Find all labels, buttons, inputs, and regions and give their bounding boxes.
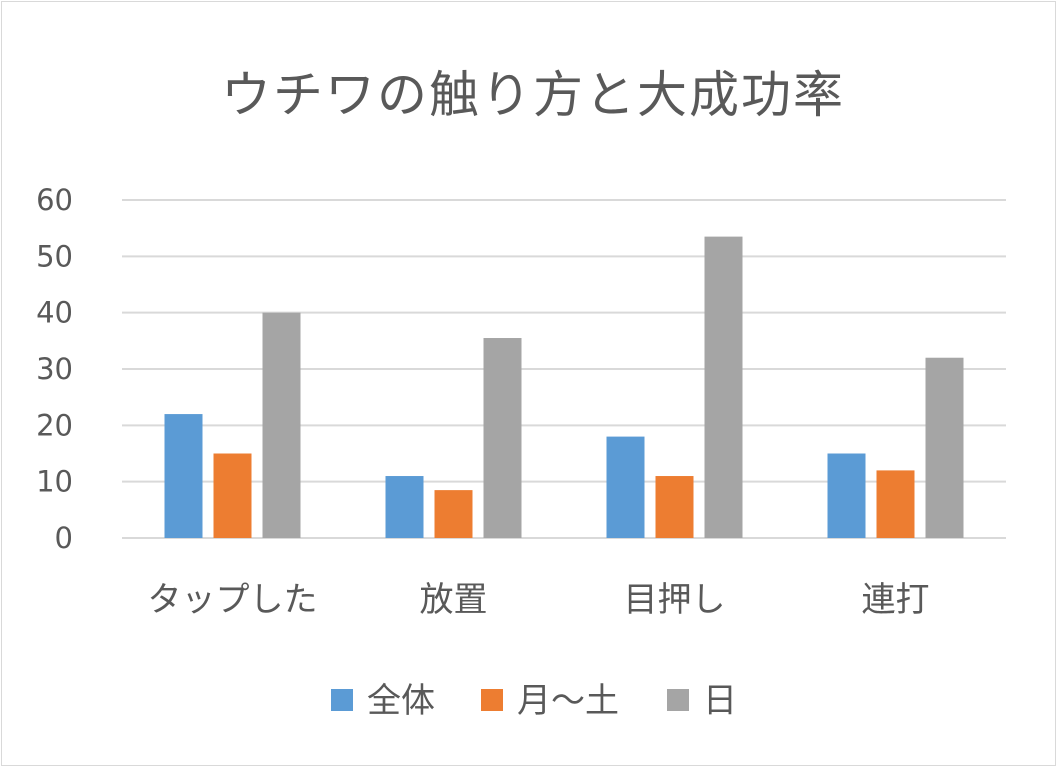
legend-label: 月〜土 xyxy=(517,681,619,721)
y-tick-label: 60 xyxy=(36,183,73,217)
bar-日-放置 xyxy=(483,338,522,538)
bar-全体-放置 xyxy=(385,476,424,538)
y-axis-ticks: 0 10 20 30 40 50 60 xyxy=(36,183,73,555)
x-axis-ticks: タップした 放置 目押し 連打 xyxy=(148,580,930,620)
bar-月〜土-目押し xyxy=(655,476,694,538)
bar-月〜土-タップした xyxy=(213,453,252,538)
y-tick-label: 20 xyxy=(36,408,73,442)
y-tick-label: 50 xyxy=(36,239,73,273)
bar-全体-タップした xyxy=(164,414,203,538)
y-tick-label: 40 xyxy=(36,296,73,330)
bar-日-連打 xyxy=(925,357,964,538)
chart-title: ウチワの触り方と大成功率 xyxy=(221,66,845,124)
y-tick-label: 0 xyxy=(55,521,73,555)
legend-swatch xyxy=(331,689,353,711)
bar-日-目押し xyxy=(704,236,743,538)
legend-label: 日 xyxy=(703,681,737,721)
x-tick-label: タップした xyxy=(148,580,318,620)
y-tick-label: 30 xyxy=(36,352,73,386)
legend-swatch xyxy=(667,689,689,711)
x-tick-label: 連打 xyxy=(862,580,930,620)
bar-全体-連打 xyxy=(827,453,866,538)
y-tick-label: 10 xyxy=(36,465,73,499)
bars xyxy=(164,236,964,538)
gridlines xyxy=(122,199,1006,539)
legend-swatch xyxy=(481,689,503,711)
bar-全体-目押し xyxy=(606,436,645,538)
legend-label: 全体 xyxy=(367,681,435,721)
bar-日-タップした xyxy=(262,312,301,538)
x-tick-label: 放置 xyxy=(420,580,488,620)
legend: 全体 月〜土 日 xyxy=(331,681,737,721)
bar-月〜土-放置 xyxy=(434,490,473,538)
x-tick-label: 目押し xyxy=(624,580,726,620)
bar-月〜土-連打 xyxy=(876,470,915,538)
